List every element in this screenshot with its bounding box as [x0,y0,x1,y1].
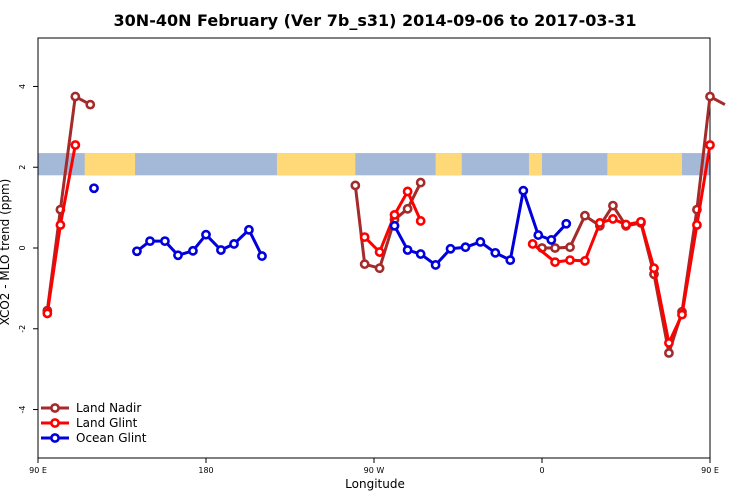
data-point [664,348,674,358]
data-point [505,255,516,266]
x-axis: 90 E 180 90 W 0 90 E [29,458,719,475]
data-point [621,219,631,230]
data-point [518,185,529,196]
legend-label: Ocean Glint [76,431,147,445]
data-point [608,200,618,211]
x-tick-label: 90 W [364,466,385,475]
data-point [664,338,674,348]
legend-swatch-marker [50,403,60,413]
data-point [132,246,142,257]
data-point [374,247,385,257]
x-tick-label: 90 E [701,466,719,475]
data-point [55,220,66,230]
y-tick-label: -4 [18,406,27,414]
x-tick-label: 0 [539,466,544,475]
land-segment [276,153,356,176]
series-line [353,181,423,270]
data-point [244,224,254,235]
data-point [216,245,226,255]
y-tick-label: 0 [18,245,27,250]
data-point [594,218,605,228]
data-point [229,239,239,249]
data-point [527,239,538,249]
data-point [490,247,501,258]
data-point [402,186,413,197]
data-point [445,243,456,254]
x-tick-label: 90 E [29,466,47,475]
data-point [705,91,715,102]
y-tick-label: -2 [18,325,27,333]
data-point [636,216,646,227]
data-point [415,177,426,188]
data-point [649,263,659,274]
land-segment [607,153,682,176]
legend-swatch-marker [50,418,60,428]
data-point [85,99,96,110]
data-point [608,214,618,224]
land-ocean-band [38,153,710,176]
data-point [359,232,370,242]
legend-item-ocean-glint: Ocean Glint [41,431,147,445]
data-point [42,308,53,319]
data-point [201,229,211,240]
x-tick-label: 180 [198,466,213,475]
data-point [550,257,560,268]
data-point [402,245,413,255]
data-point [173,250,183,261]
data-point [70,91,81,102]
series-layer [42,91,726,358]
data-point [533,230,544,240]
data-point [561,218,572,229]
data-point [89,183,99,194]
x-axis-label: Longitude [345,477,405,491]
data-point [677,309,687,320]
data-point [350,180,361,191]
data-point [359,259,370,270]
legend-item-land-nadir: Land Nadir [41,401,141,415]
series-ocean-glint [89,183,572,270]
legend-label: Land Glint [76,416,138,430]
land-segment [528,153,542,176]
land-segment [435,153,462,176]
data-point [460,242,471,253]
chart-title: 30N-40N February (Ver 7b_s31) 2014-09-06… [114,11,637,30]
series-line [135,228,264,257]
y-tick-label: 2 [18,165,27,170]
y-axis-label: XCO2 - MLO trend (ppm) [0,179,12,326]
data-point [160,236,170,247]
data-point [475,237,486,247]
legend-item-land-glint: Land Glint [41,416,138,430]
data-point [415,249,426,259]
data-point [374,263,385,274]
data-point [546,235,557,245]
data-point [389,220,400,231]
data-point [145,236,155,247]
data-point [402,203,413,214]
y-axis: -4 -2 0 2 4 [18,84,38,414]
data-point [389,209,400,220]
data-point [692,220,702,230]
land-segment [84,153,136,176]
data-point [565,242,575,253]
data-point [188,245,198,256]
data-point [550,243,560,253]
data-point [257,251,267,261]
data-point [70,140,81,150]
data-point [565,255,575,266]
data-point [580,210,590,221]
data-point [415,216,426,226]
data-point [430,260,441,270]
data-point [580,256,590,266]
legend-label: Land Nadir [76,401,141,415]
y-tick-label: 4 [18,84,27,89]
series-land-glint [42,140,715,348]
data-point [705,140,715,150]
legend-swatch-marker [50,433,60,443]
